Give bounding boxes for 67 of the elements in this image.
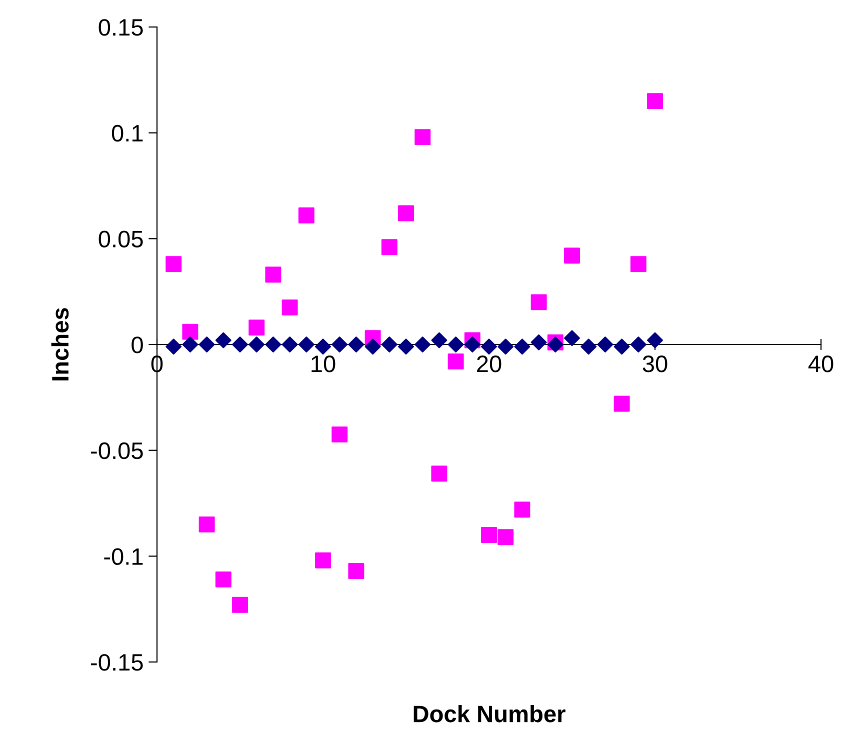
- y-axis-title: Inches: [51, 308, 69, 380]
- point: [298, 336, 314, 352]
- point: [614, 396, 630, 412]
- y-tick-label: -0.1: [104, 548, 143, 565]
- point: [597, 336, 614, 352]
- point: [564, 330, 580, 346]
- point: [182, 336, 198, 352]
- point: [182, 324, 198, 340]
- point: [265, 336, 282, 352]
- y-tick-label: -0.05: [91, 442, 143, 460]
- point: [298, 207, 314, 224]
- y-tick-label: 0.1: [112, 124, 143, 142]
- point: [498, 529, 514, 546]
- point: [514, 338, 530, 355]
- x-tick-label: 40: [808, 356, 834, 372]
- point: [166, 338, 182, 355]
- point: [166, 256, 182, 272]
- point: [464, 336, 480, 352]
- point: [530, 334, 547, 350]
- point: [481, 527, 497, 543]
- x-tick-label: 10: [312, 356, 336, 372]
- point: [215, 571, 232, 588]
- point: [564, 248, 580, 264]
- x-tick-label: 20: [477, 356, 502, 372]
- point: [398, 338, 414, 355]
- point: [265, 266, 282, 283]
- y-tick-label: 0: [132, 336, 143, 354]
- x-axis-title: Dock Number: [414, 704, 566, 722]
- point: [580, 338, 597, 355]
- point: [364, 338, 381, 355]
- point: [332, 336, 348, 352]
- y-tick-label: -0.15: [91, 654, 143, 671]
- point: [431, 332, 448, 348]
- point: [647, 332, 663, 348]
- point: [215, 332, 232, 348]
- point: [630, 336, 646, 352]
- point: [282, 336, 298, 352]
- point: [315, 552, 331, 568]
- point: [282, 299, 298, 316]
- point: [514, 502, 530, 518]
- point: [348, 563, 364, 579]
- point: [381, 239, 398, 256]
- point: [630, 256, 646, 272]
- point: [198, 516, 215, 532]
- y-tick-label: 0.15: [98, 19, 143, 36]
- point: [315, 338, 331, 355]
- y-tick-label: 0.05: [98, 230, 143, 248]
- point: [530, 294, 547, 310]
- point: [481, 338, 497, 355]
- point: [414, 336, 431, 352]
- point: [448, 336, 464, 352]
- point: [348, 336, 364, 352]
- point: [232, 336, 248, 352]
- point: [248, 320, 265, 336]
- point: [614, 338, 630, 355]
- point: [448, 353, 464, 370]
- point: [232, 596, 248, 613]
- point: [332, 426, 348, 442]
- point: [248, 336, 265, 352]
- point: [398, 205, 414, 222]
- point: [381, 336, 398, 352]
- x-tick-label: 30: [642, 356, 668, 372]
- point: [647, 93, 663, 110]
- point: [414, 129, 431, 146]
- point: [198, 336, 215, 352]
- point: [431, 466, 448, 482]
- point: [498, 338, 514, 355]
